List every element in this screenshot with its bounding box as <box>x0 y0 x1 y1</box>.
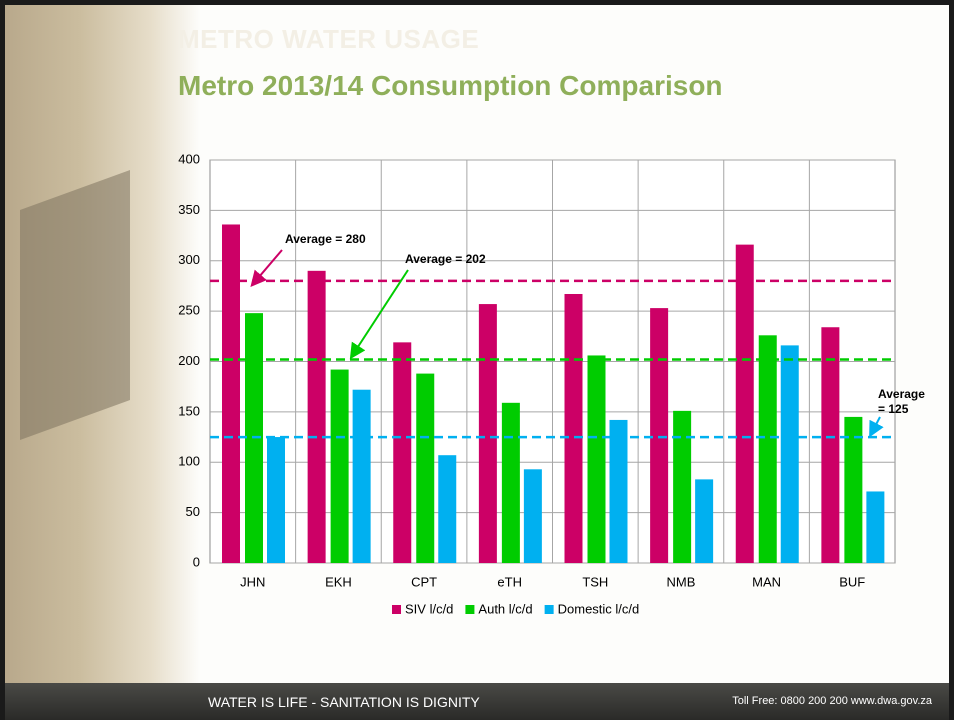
y-tick-label: 150 <box>178 403 200 418</box>
y-tick-label: 200 <box>178 353 200 368</box>
legend-label: Domestic l/c/d <box>558 601 640 616</box>
bar <box>695 479 714 563</box>
x-tick-label: CPT <box>411 574 437 589</box>
bar <box>587 355 606 563</box>
legend-swatch <box>544 605 554 614</box>
average-label-line: = 125 <box>878 402 909 416</box>
legend-label: Auth l/c/d <box>478 601 532 616</box>
x-tick-label: BUF <box>839 574 865 589</box>
bar <box>780 345 799 563</box>
y-tick-label: 0 <box>193 554 200 569</box>
x-tick-label: JHN <box>240 574 265 589</box>
bar <box>330 369 349 563</box>
average-label: Average = 125 <box>878 387 925 416</box>
legend-swatch <box>392 605 401 614</box>
y-tick-label: 300 <box>178 252 200 267</box>
bar <box>844 416 863 563</box>
y-tick-label: 50 <box>186 504 200 519</box>
bar <box>307 270 326 563</box>
x-tick-label: eTH <box>497 574 522 589</box>
legend-swatch <box>465 605 475 614</box>
y-tick-label: 350 <box>178 202 200 217</box>
x-tick-label: TSH <box>582 574 608 589</box>
bar <box>393 342 412 563</box>
average-arrow <box>250 249 283 288</box>
bar <box>866 491 885 563</box>
legend-label: SIV l/c/d <box>405 601 453 616</box>
average-label: Average = 280 <box>285 232 366 246</box>
bar <box>564 293 583 563</box>
bar <box>673 410 692 563</box>
bar <box>267 437 285 563</box>
average-label-line: Average <box>878 387 925 401</box>
average-label: Average = 202 <box>405 252 486 266</box>
bar <box>821 327 840 563</box>
bar <box>501 402 520 563</box>
x-tick-label: EKH <box>325 574 352 589</box>
bar <box>352 389 371 563</box>
chart-title: Metro 2013/14 Consumption Comparison <box>178 70 723 101</box>
header: METRO WATER USAGE <box>178 24 480 54</box>
bar <box>523 469 542 563</box>
x-tick-label: MAN <box>752 574 781 589</box>
bar <box>438 455 457 563</box>
y-tick-label: 250 <box>178 303 200 318</box>
footer-contact: Toll Free: 0800 200 200 www.dwa.gov.za <box>732 695 932 707</box>
footer-motto: WATER IS LIFE - SANITATION IS DIGNITY <box>208 694 480 710</box>
y-tick-label: 100 <box>178 454 200 469</box>
footer: WATER IS LIFE - SANITATION IS DIGNITY To… <box>0 683 954 720</box>
y-tick-label: 400 <box>178 151 200 166</box>
bar <box>609 419 628 563</box>
x-tick-label: NMB <box>666 574 695 589</box>
average-arrow <box>349 269 409 360</box>
bar <box>758 335 777 563</box>
bar <box>650 308 669 563</box>
bar <box>478 304 497 563</box>
average-arrow <box>869 416 884 438</box>
chart: 0 50 100 150 200 250 300 350 400 JHN EKH CPT eTH TSH N… <box>178 151 925 616</box>
bar <box>416 373 435 563</box>
bar <box>735 244 754 563</box>
bar <box>222 224 240 564</box>
